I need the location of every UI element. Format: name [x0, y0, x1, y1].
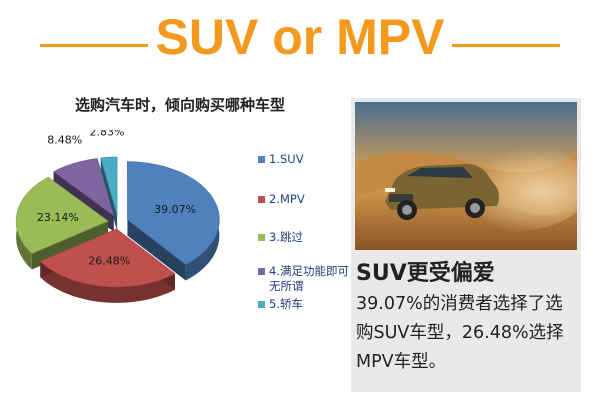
- info-panel: SUV更受偏爱 39.07%的消费者选择了选购SUV车型，26.48%选择MPV…: [351, 98, 581, 392]
- pie-slice-top-suv: [127, 161, 220, 265]
- legend-swatch-any: [258, 268, 265, 275]
- legend-swatch-mpv: [258, 196, 265, 203]
- panel-body-text: 39.07%的消费者选择了选购SUV车型，26.48%选择MPV车型。: [356, 294, 564, 372]
- legend-label-sedan: 5.轿车: [269, 297, 303, 311]
- pie-chart: 39.07% 26.48% 23.14% 8.48% 2.83%: [15, 130, 220, 303]
- pie-slice-any: [53, 158, 115, 232]
- suv-shape: [385, 164, 499, 220]
- legend-item-sedan: 5.轿车: [258, 297, 303, 312]
- pie-slice-top-mpv: [39, 228, 176, 288]
- header: SUV or MPV: [0, 0, 600, 80]
- pie-slice-top-any: [53, 158, 115, 217]
- pie-label-skip: 23.14%: [37, 211, 79, 224]
- pie-label-sedan: 2.83%: [90, 130, 125, 138]
- page-title: SUV or MPV: [155, 9, 445, 65]
- legend-item-skip: 3.跳过: [258, 230, 303, 245]
- panel-heading: SUV更受偏爱: [356, 261, 495, 286]
- pie-slice-suv: [127, 161, 220, 281]
- pie-slice-mpv: [39, 228, 176, 303]
- legend-swatch-sedan: [258, 301, 265, 308]
- legend-label-suv: 1.SUV: [269, 152, 304, 166]
- legend-label-any: 4.满足功能即可，无所谓: [269, 264, 361, 293]
- header-line-right: [452, 44, 560, 47]
- pie-slice-side-mpv: [40, 261, 175, 303]
- chart-title: 选购汽车时，倾向购买哪种车型: [74, 96, 285, 114]
- legend-item-any: 4.满足功能即可，无所谓: [258, 264, 361, 294]
- legend-item-suv: 1.SUV: [258, 152, 304, 167]
- pie-label-suv: 39.07%: [154, 203, 196, 216]
- legend-item-mpv: 2.MPV: [258, 192, 305, 207]
- legend-label-mpv: 2.MPV: [269, 192, 305, 206]
- pie-slice-sedan: [100, 156, 118, 232]
- legend-swatch-suv: [258, 156, 265, 163]
- pie-slice-edge-suv-1: [127, 219, 186, 281]
- pie-slice-top-skip: [15, 176, 109, 254]
- pie-label-any: 8.48%: [47, 133, 82, 146]
- pie-slice-top-sedan: [100, 156, 118, 216]
- header-line-left: [40, 44, 148, 47]
- suv-desert-image: [355, 102, 577, 250]
- legend-swatch-skip: [258, 234, 265, 241]
- legend-label-skip: 3.跳过: [269, 230, 303, 244]
- pie-label-mpv: 26.48%: [88, 255, 130, 268]
- suv-photo: [355, 102, 577, 250]
